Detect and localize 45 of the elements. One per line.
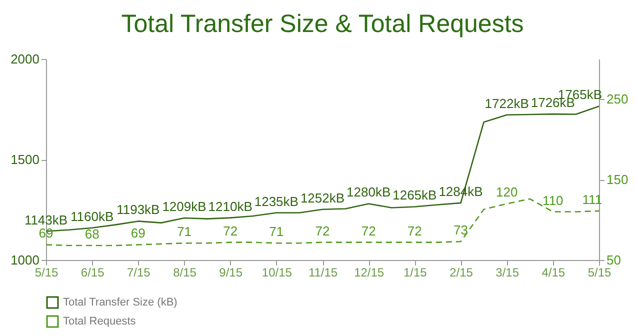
x-tick-label: 7/15 (126, 266, 151, 280)
data-label: 72 (407, 223, 422, 238)
data-label: 1722kB (484, 96, 529, 111)
data-label: 1265kB (392, 188, 437, 203)
data-label: 1193kB (116, 202, 160, 218)
data-label: 68 (84, 226, 100, 242)
data-label: 1252kB (300, 190, 345, 206)
data-label: 1143kB (24, 212, 68, 228)
data-label: 120 (496, 184, 518, 200)
data-label: 1210kB (208, 198, 252, 214)
x-tick-label: 3/15 (496, 266, 520, 280)
data-label: 72 (315, 223, 330, 238)
x-tick-label: 4/15 (542, 266, 566, 280)
x-tick-label: 9/15 (219, 266, 243, 280)
legend-label: Total Transfer Size (kB) (63, 296, 178, 308)
x-tick-label: 11/15 (308, 266, 338, 280)
data-label: 72 (223, 223, 238, 238)
x-tick-label: 12/15 (354, 266, 384, 280)
data-label: 69 (38, 226, 54, 241)
y-tick-label: 2000 (10, 52, 40, 66)
data-label: 1209kB (162, 198, 206, 214)
chart-title: Total Transfer Size & Total Requests (121, 10, 524, 38)
x-tick-label: 8/15 (173, 266, 197, 280)
x-tick-label: 2/15 (450, 266, 474, 280)
y2-tick-label: 50 (606, 252, 621, 268)
x-tick-label: 6/15 (80, 266, 105, 280)
data-label: 110 (542, 192, 564, 208)
x-tick-label: 10/15 (262, 266, 292, 280)
legend-label: Total Requests (63, 316, 136, 328)
y2-tick-label: 150 (606, 172, 628, 188)
x-tick-label: 5/15 (588, 266, 612, 280)
data-label: 73 (454, 222, 468, 238)
data-label: 1235kB (254, 194, 298, 209)
y2-tick-label: 250 (606, 92, 628, 107)
data-label: 69 (130, 226, 146, 241)
data-label: 71 (269, 224, 284, 240)
x-tick-label: 5/15 (34, 266, 58, 280)
x-tick-label: 1/15 (403, 266, 428, 280)
y-tick-label: 1000 (10, 252, 40, 268)
y-tick-label: 1500 (10, 152, 40, 167)
data-label: 72 (361, 223, 376, 238)
data-label: 71 (177, 224, 192, 240)
data-label: 1160kB (70, 208, 114, 224)
data-label: 1280kB (346, 184, 391, 200)
data-label: 111 (582, 192, 602, 207)
